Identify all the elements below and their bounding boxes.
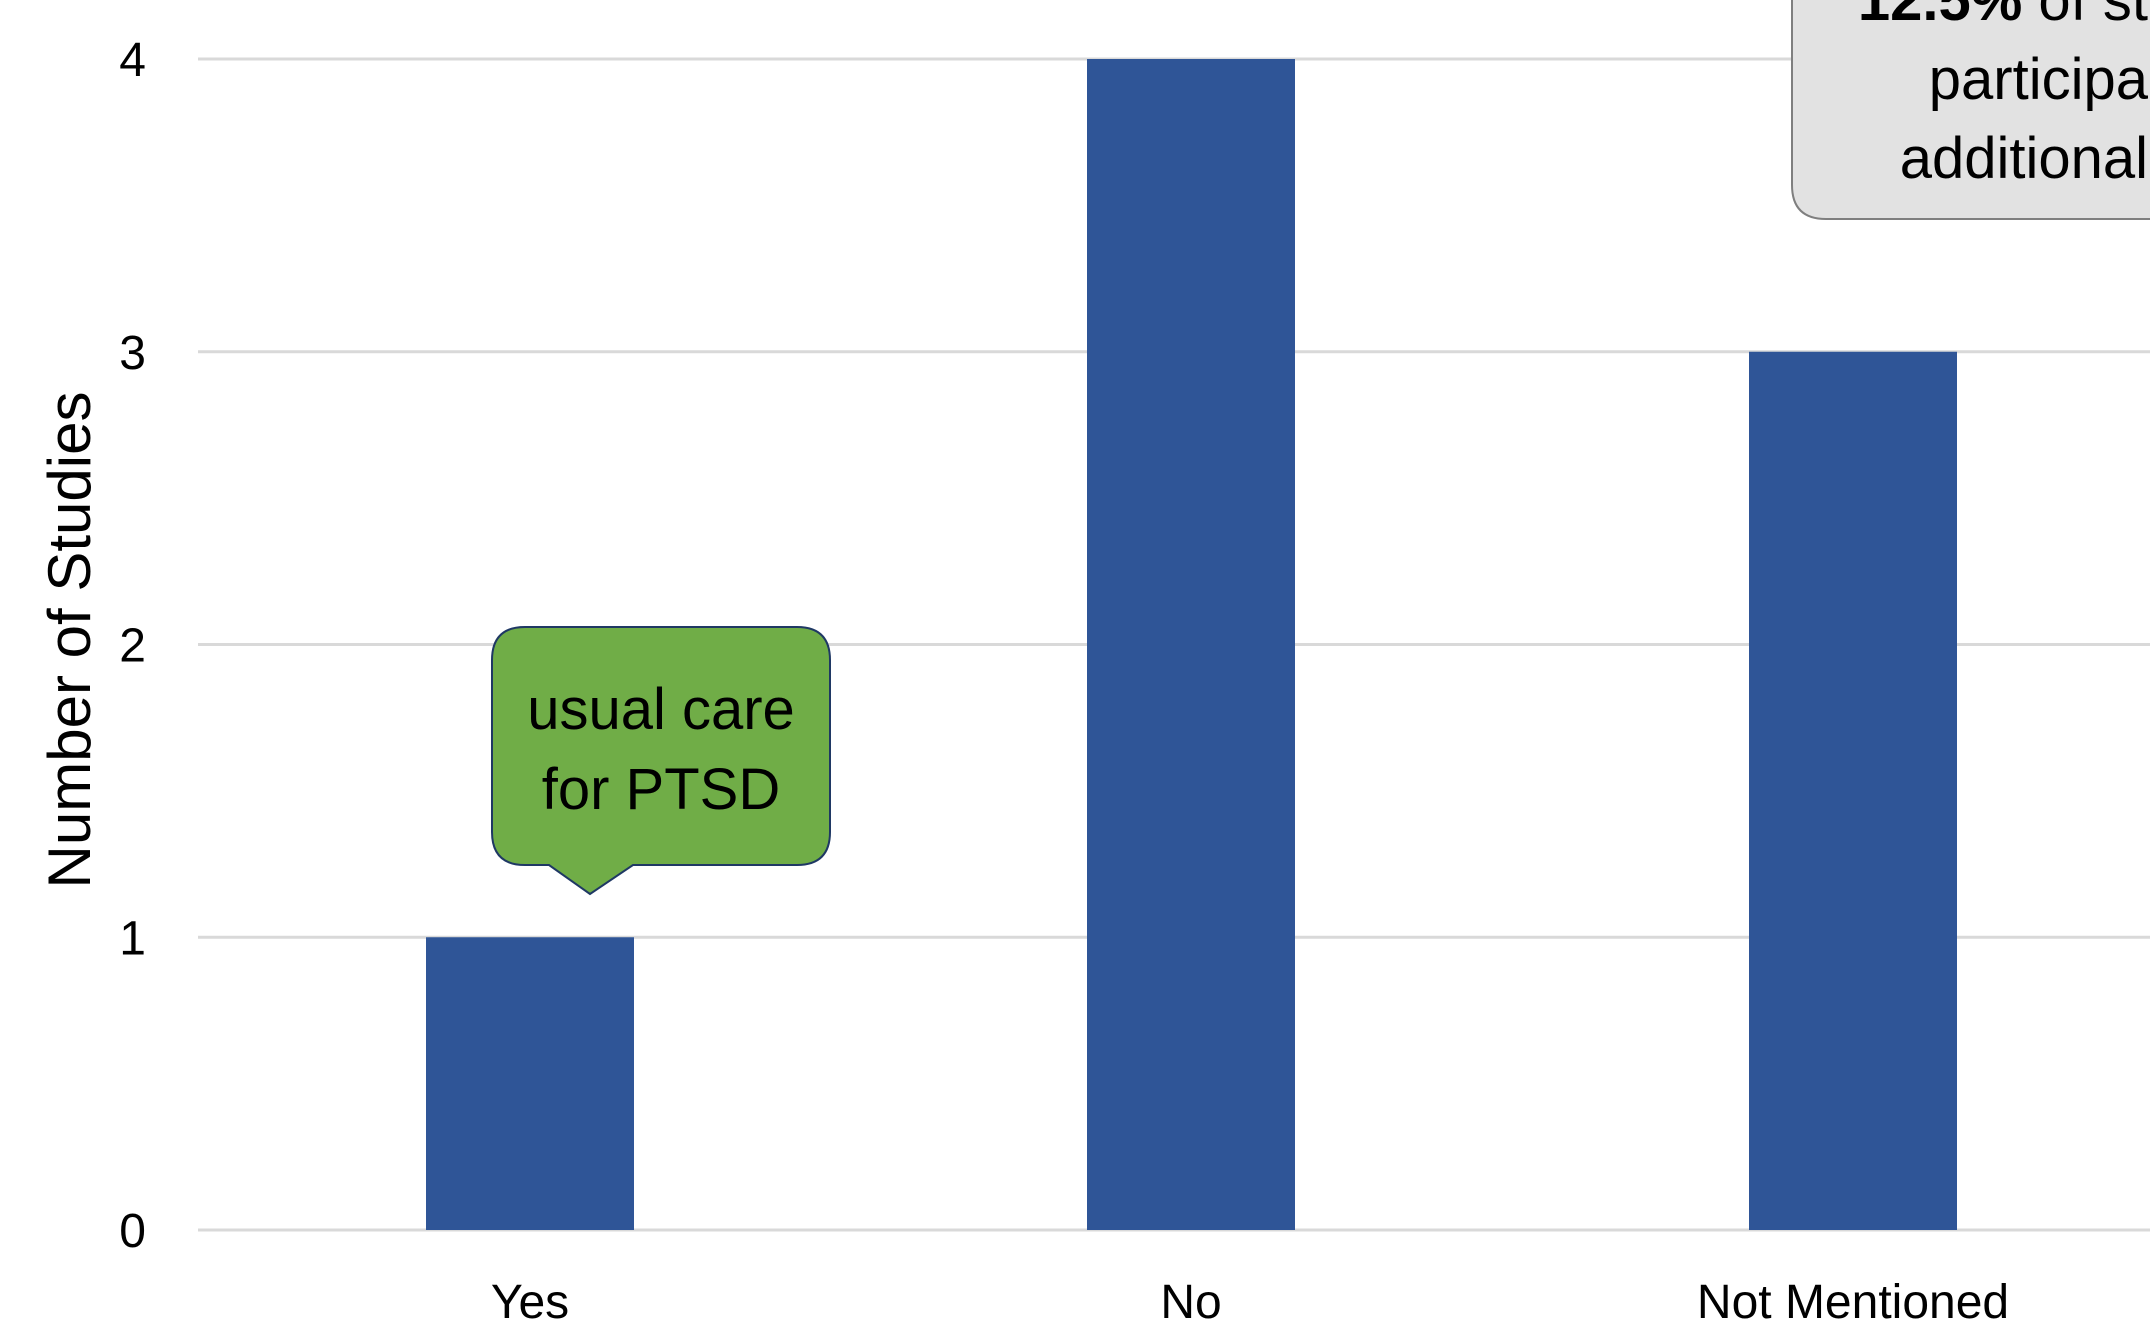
y-axis-ticks: 0 1 2 3 4 bbox=[119, 34, 146, 1258]
x-tick-label: Yes bbox=[491, 1276, 569, 1326]
y-tick-label: 3 bbox=[119, 327, 146, 380]
annotation-text: usual care bbox=[527, 677, 795, 742]
x-axis-ticks: Yes No Not Mentioned bbox=[491, 1276, 2009, 1326]
y-tick-label: 4 bbox=[119, 34, 146, 87]
y-tick-label: 0 bbox=[119, 1205, 146, 1258]
annotation-text: participa bbox=[1929, 47, 2149, 112]
x-tick-label: Not Mentioned bbox=[1697, 1276, 2009, 1326]
bar bbox=[426, 937, 634, 1230]
bar bbox=[1087, 59, 1295, 1230]
annotation-text: additional bbox=[1900, 126, 2148, 191]
x-tick-label: No bbox=[1160, 1276, 1221, 1326]
y-tick-label: 2 bbox=[119, 620, 146, 673]
y-tick-label: 1 bbox=[119, 912, 146, 965]
annotation-text: 12.5% of st bbox=[1858, 0, 2148, 33]
annotation-text: for PTSD bbox=[542, 757, 781, 822]
y-axis-title: Number of Studies bbox=[36, 392, 103, 889]
bar bbox=[1749, 352, 1957, 1230]
